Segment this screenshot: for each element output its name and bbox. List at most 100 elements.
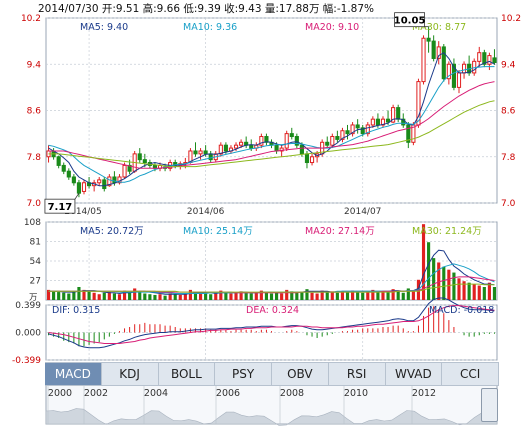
candle-down (142, 159, 147, 164)
volume-bar (122, 290, 127, 300)
volume-tick: 27 (30, 277, 41, 287)
volume-bar (254, 292, 258, 300)
volume-bar (305, 289, 309, 300)
volume-bar (356, 291, 360, 300)
price-ma-label-3: MA30: 8.77 (412, 22, 466, 33)
volume-bar (295, 292, 299, 300)
volume-bar (97, 294, 101, 300)
volume-bar (62, 292, 66, 300)
price-x-tick: 2014/07 (344, 207, 381, 217)
low-callout-label: 7.17 (48, 202, 73, 213)
volume-bar (351, 290, 355, 300)
volume-bar (239, 291, 243, 300)
price-tick-left: 7.0 (27, 199, 42, 209)
candle-up (330, 136, 335, 146)
tab-psy[interactable]: PSY (215, 363, 272, 385)
volume-bar (396, 291, 400, 300)
price-line-ma10 (48, 66, 495, 183)
timeline-year-label: 2002 (84, 388, 108, 399)
volume-bar (477, 285, 481, 300)
volume-bar (158, 294, 162, 300)
candle-up (487, 55, 492, 65)
volume-bar (244, 292, 248, 300)
volume-bar (224, 292, 228, 300)
volume-bar (421, 224, 426, 300)
candle-down (294, 136, 299, 146)
volume-bar (214, 293, 218, 300)
volume-ma-label-0: MA5: 20.72万 (80, 226, 144, 237)
volume-bar (310, 292, 314, 300)
high-callout-label: 10.05 (394, 16, 426, 27)
candle-down (345, 130, 350, 135)
volume-bar (274, 292, 279, 300)
volume-line-ma30 (48, 283, 495, 293)
candle-up (365, 124, 370, 135)
macd-label-2: MACD: -0.018 (429, 305, 494, 316)
volume-bar (315, 293, 319, 300)
candle-down (431, 40, 436, 59)
candle-up (107, 176, 112, 187)
candle-down (127, 164, 132, 172)
candle-down (102, 179, 107, 190)
macd-label-1: DEA: 0.324 (246, 305, 299, 316)
volume-bar (300, 292, 304, 300)
volume-bar (381, 291, 385, 300)
candle-down (264, 136, 269, 143)
volume-bar (204, 292, 208, 300)
volume-bar (193, 292, 198, 300)
tab-kdj[interactable]: KDJ (102, 363, 159, 385)
volume-bar (234, 292, 238, 300)
candle-down (396, 107, 401, 120)
price-line-ma20 (48, 81, 495, 169)
candle-down (441, 46, 446, 80)
candle-down (193, 150, 198, 155)
candle-down (274, 144, 279, 152)
tab-cci[interactable]: CCI (442, 363, 499, 385)
tab-boll[interactable]: BOLL (159, 363, 216, 385)
price-tick-right: 7.0 (501, 199, 516, 209)
volume-bar (482, 287, 486, 300)
tab-rsi[interactable]: RSI (329, 363, 386, 385)
volume-bar (229, 293, 233, 300)
timeline-scroll-handle[interactable] (481, 388, 498, 422)
candle-up (391, 107, 396, 123)
volume-bar (188, 289, 192, 300)
volume-tick: 108 (24, 218, 41, 228)
volume-bar (82, 289, 86, 300)
candle-up (477, 52, 482, 62)
candle-down (249, 144, 254, 149)
volume-bar (87, 291, 91, 300)
candle-down (208, 153, 213, 161)
tab-macd[interactable]: MACD (45, 363, 102, 385)
candle-down (385, 118, 391, 123)
volume-bar (52, 291, 56, 300)
price-tick-right: 8.6 (501, 107, 516, 117)
candle-down (299, 144, 304, 155)
tab-obv[interactable]: OBV (272, 363, 329, 385)
volume-bar (107, 292, 111, 300)
volume-bar (219, 290, 223, 300)
price-line-ma5 (48, 52, 495, 187)
candle-up (239, 141, 244, 146)
macd-tick: 0.000 (15, 329, 41, 339)
volume-bar (290, 291, 294, 300)
volume-bar (452, 272, 456, 300)
price-tick-right: 10.2 (501, 14, 521, 24)
volume-bar (264, 292, 269, 300)
candle-up (446, 63, 451, 80)
candle-up (198, 150, 203, 155)
volume-bar (138, 291, 142, 300)
candle-down (335, 136, 340, 140)
timeline-year-label: 2006 (216, 388, 240, 399)
volume-bar (285, 289, 289, 300)
volume-ma-label-2: MA20: 27.14万 (305, 226, 375, 237)
volume-bar (178, 294, 182, 300)
price-ma-label-2: MA20: 9.10 (305, 22, 359, 33)
candle-up (461, 63, 467, 74)
candle-down (360, 127, 365, 135)
volume-bar (72, 291, 76, 300)
volume-bar (259, 290, 263, 300)
tab-wvad[interactable]: WVAD (386, 363, 443, 385)
